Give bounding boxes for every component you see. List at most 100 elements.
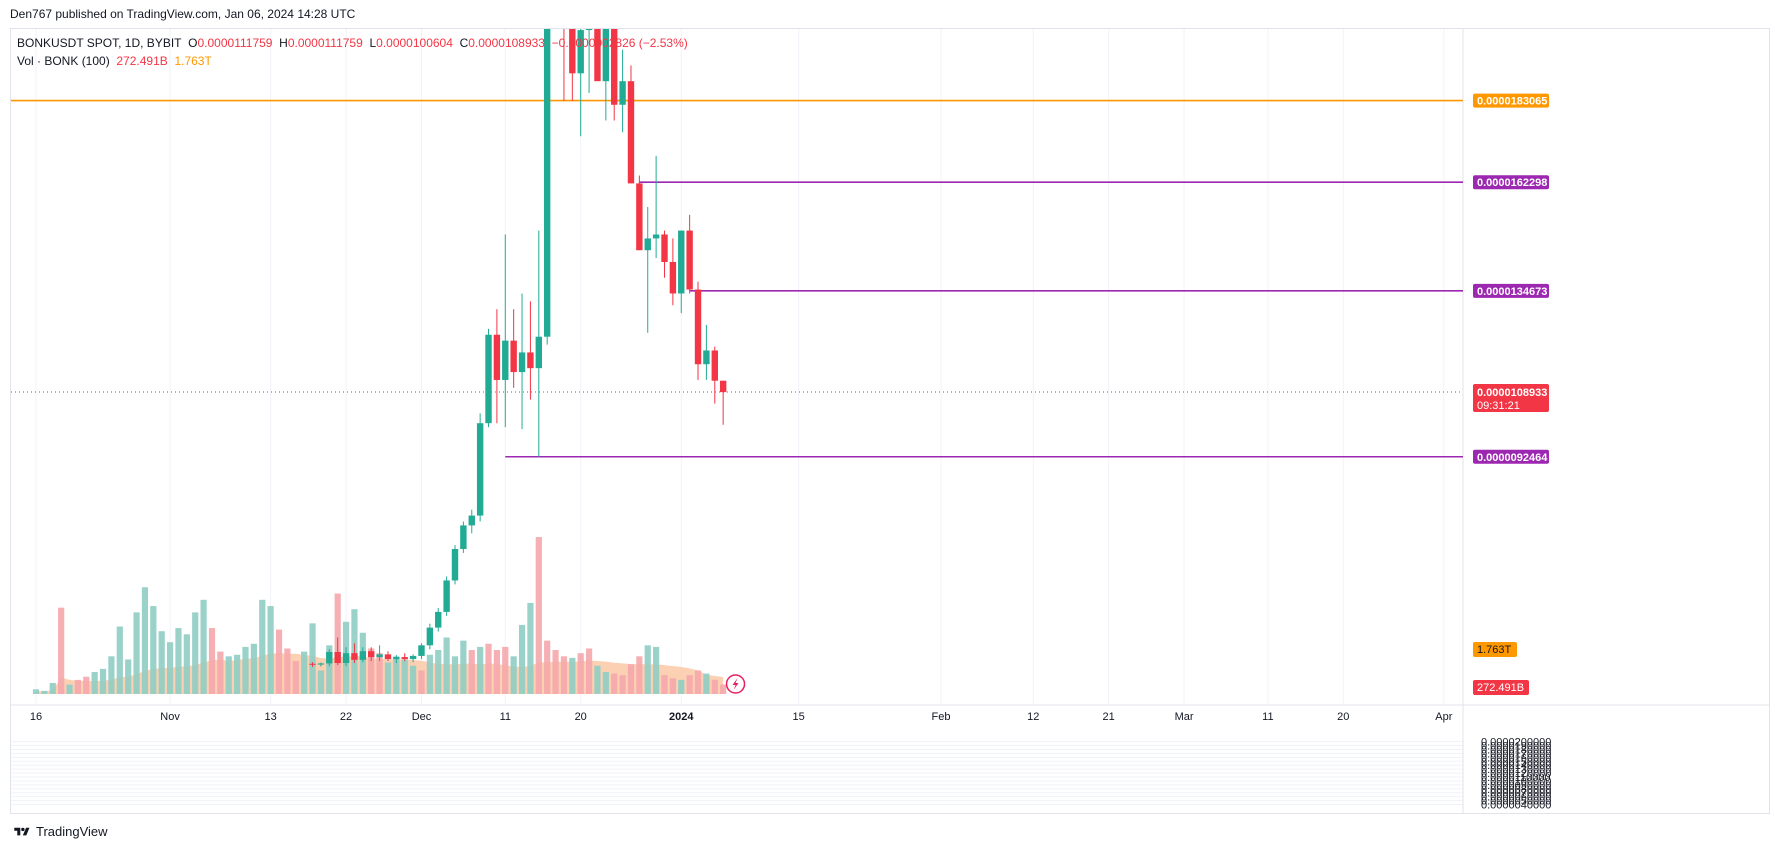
legend-l-label: L xyxy=(369,36,377,50)
legend-h-value: 0.0000111759 xyxy=(287,36,363,50)
volume-bar xyxy=(175,628,182,694)
volume-bar xyxy=(552,650,559,694)
volume-bar xyxy=(393,656,400,694)
last-price-countdown: 09:31:21 xyxy=(1477,400,1520,412)
time-axis-label: 2024 xyxy=(669,711,694,723)
volume-bar xyxy=(208,628,216,694)
volume-bar xyxy=(250,643,257,694)
volume-bar xyxy=(585,648,593,694)
volume-bar xyxy=(485,643,492,694)
footer-brand: TradingView xyxy=(36,824,108,839)
time-axis-label: 15 xyxy=(792,711,804,723)
volume-bar xyxy=(192,612,199,694)
price-axis-label: 0.0000050000 xyxy=(1481,796,1551,808)
legend-symbol[interactable]: BONKUSDT SPOT, 1D, BYBIT xyxy=(17,36,182,50)
volume-bar xyxy=(166,642,174,694)
candle-body xyxy=(426,627,434,646)
support-1-price-tag: 0.0000092464 xyxy=(1477,452,1548,464)
candle-body xyxy=(518,352,526,373)
time-axis-label: Apr xyxy=(1435,711,1452,723)
footer: TradingView xyxy=(12,824,108,839)
volume-bar xyxy=(686,675,693,694)
candle-body xyxy=(309,663,316,665)
candle-body xyxy=(652,234,660,239)
time-axis-label: Nov xyxy=(160,711,180,723)
price-axis-label: 0.0000060000 xyxy=(1481,792,1551,804)
volume-bar xyxy=(703,673,710,694)
volume-bar xyxy=(141,587,149,694)
volume-bar xyxy=(58,607,65,694)
volume-bar xyxy=(108,656,115,694)
time-axis-label: 16 xyxy=(30,711,42,723)
volume-bar xyxy=(234,654,241,694)
volume-bar xyxy=(368,648,375,694)
volume-bar xyxy=(259,599,266,694)
volume-bar xyxy=(477,646,484,694)
candle-body xyxy=(359,651,367,660)
volume-bar xyxy=(502,646,509,694)
volume-bar xyxy=(326,645,333,694)
candle-body xyxy=(342,653,350,663)
volume-bar xyxy=(636,656,643,694)
time-axis-label: 12 xyxy=(1027,711,1039,723)
legend-vol-label[interactable]: Vol · BONK (100) xyxy=(17,54,110,68)
volume-bar xyxy=(242,646,249,694)
volume-bar xyxy=(602,672,609,694)
legend-l-value: 0.0000100604 xyxy=(376,36,453,50)
volume-bar xyxy=(150,606,157,694)
volume-bar xyxy=(569,657,576,694)
volume-bar xyxy=(443,637,450,694)
time-axis-label: 13 xyxy=(265,711,277,723)
volume-bar xyxy=(435,650,442,694)
legend-c-label: C xyxy=(459,36,469,50)
orange-level-price-tag: 0.0000183065 xyxy=(1477,96,1547,108)
time-axis-label: 20 xyxy=(1337,711,1349,723)
volume-bar xyxy=(594,665,601,694)
volume-bar xyxy=(527,602,534,694)
candle-body xyxy=(627,81,635,184)
volume-bar xyxy=(359,632,366,694)
legend-ohlc-row: BONKUSDT SPOT, 1D, BYBIT O0.0000111759 H… xyxy=(17,34,688,52)
volume-bar xyxy=(678,679,685,694)
candle-body xyxy=(661,234,668,263)
price-axis-label: 0.0000180000 xyxy=(1481,744,1551,756)
candle-body xyxy=(502,340,509,380)
volume-bar xyxy=(401,659,408,694)
candle-body xyxy=(543,29,551,337)
price-axis-label: 0.0000070000 xyxy=(1481,788,1551,800)
chart-canvas[interactable]: 0.0000183065 0.0000162298 0.0000134673 0.00… xyxy=(11,29,1769,813)
price-axis-label: 0.0000080000 xyxy=(1481,784,1551,796)
candle-body xyxy=(317,663,325,665)
volume-bar xyxy=(619,675,626,694)
volume-bar xyxy=(66,684,73,694)
resistance-2-price-tag: 0.0000134673 xyxy=(1477,286,1547,298)
price-axis-label: 0.0000140000 xyxy=(1481,760,1551,772)
chart-area[interactable]: 0.0000183065 0.0000162298 0.0000134673 0.00… xyxy=(10,28,1770,814)
volume-ma-badge-bg xyxy=(1473,642,1517,657)
chart-legend: BONKUSDT SPOT, 1D, BYBIT O0.0000111759 H… xyxy=(17,34,688,70)
candle-body xyxy=(577,30,584,74)
legend-vol-value: 272.491B xyxy=(116,54,168,68)
candle-body xyxy=(468,515,475,526)
candle-body xyxy=(602,29,610,82)
volume-bar xyxy=(309,623,316,694)
time-axis-label: Dec xyxy=(412,711,432,723)
last-price-tag-bg xyxy=(1473,384,1549,413)
candle-body xyxy=(585,29,593,31)
candle-body xyxy=(636,183,643,251)
volume-bar xyxy=(577,653,584,694)
volume-bar xyxy=(267,606,274,694)
volume-bar xyxy=(292,661,299,694)
volume-badge: 272.491B xyxy=(1477,682,1524,694)
price-axis-label: 0.0000040000 xyxy=(1481,800,1551,812)
candle-body xyxy=(686,230,693,290)
candle-body xyxy=(476,423,484,516)
candle-body xyxy=(368,651,375,658)
volume-bar xyxy=(510,656,517,694)
published-text: Den767 published on TradingView.com, Jan… xyxy=(10,7,356,21)
volume-bar xyxy=(183,634,190,694)
volume-bar xyxy=(32,689,40,694)
volume-bar xyxy=(694,670,702,694)
candle-body xyxy=(510,340,517,373)
price-axis-label: 0.0000130000 xyxy=(1481,764,1551,776)
